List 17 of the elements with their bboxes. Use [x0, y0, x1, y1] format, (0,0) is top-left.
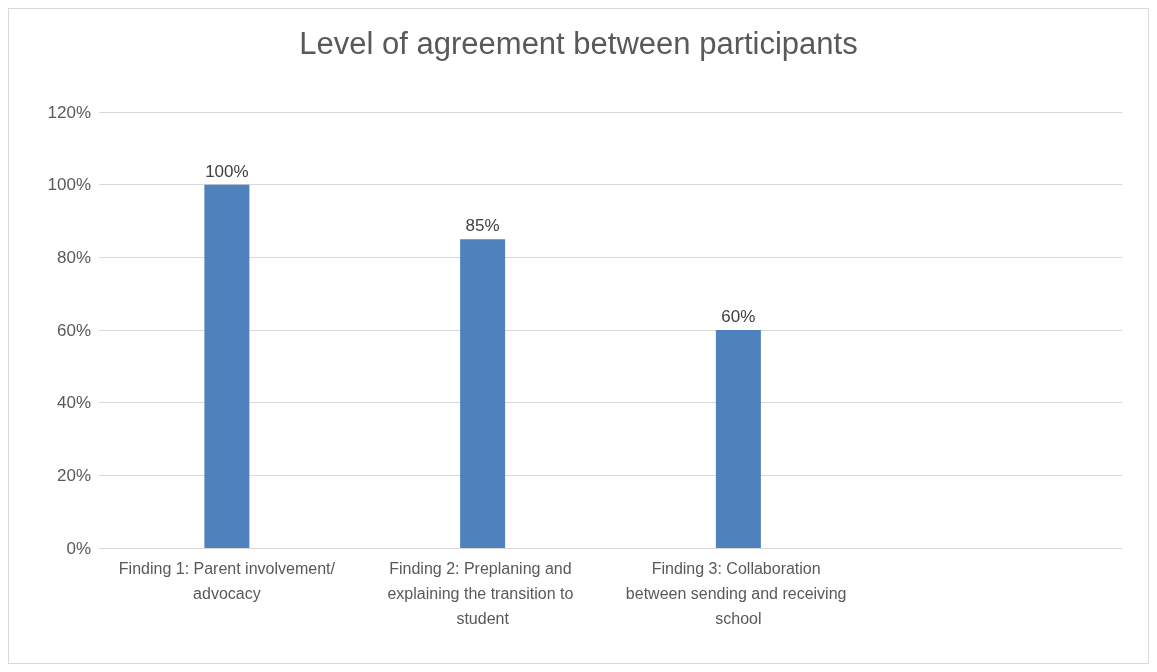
y-tick-label: 40%	[56, 393, 91, 413]
y-tick-label: 20%	[56, 465, 91, 485]
bar	[460, 239, 506, 548]
chart-title: Level of agreement between participants	[299, 26, 858, 61]
y-tick-label: 120%	[47, 102, 91, 122]
y-tick-label: 80%	[56, 247, 91, 267]
x-tick-label: Finding 3: Collaboration between sending and receiving school	[625, 560, 851, 627]
y-tick-label: 0%	[66, 538, 91, 558]
bar	[204, 184, 250, 548]
y-tick-label: 100%	[47, 175, 91, 195]
data-label: 100%	[205, 161, 249, 181]
data-label: 60%	[721, 307, 756, 326]
x-tick-label: Finding 2: Preplaning and explaining the transition to student	[387, 560, 578, 627]
x-tick-label: Finding 1: Parent involvement/advocacy	[118, 560, 336, 602]
y-tick-label: 60%	[56, 320, 91, 340]
bar	[715, 330, 761, 548]
data-label: 85%	[465, 216, 500, 236]
